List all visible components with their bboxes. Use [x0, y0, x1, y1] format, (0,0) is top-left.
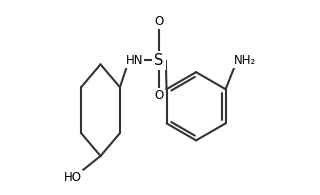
Text: HN: HN: [126, 54, 143, 67]
Text: O: O: [155, 15, 164, 28]
Text: O: O: [155, 89, 164, 102]
Text: HO: HO: [64, 171, 82, 184]
Text: NH₂: NH₂: [234, 54, 256, 67]
Text: S: S: [154, 53, 164, 68]
